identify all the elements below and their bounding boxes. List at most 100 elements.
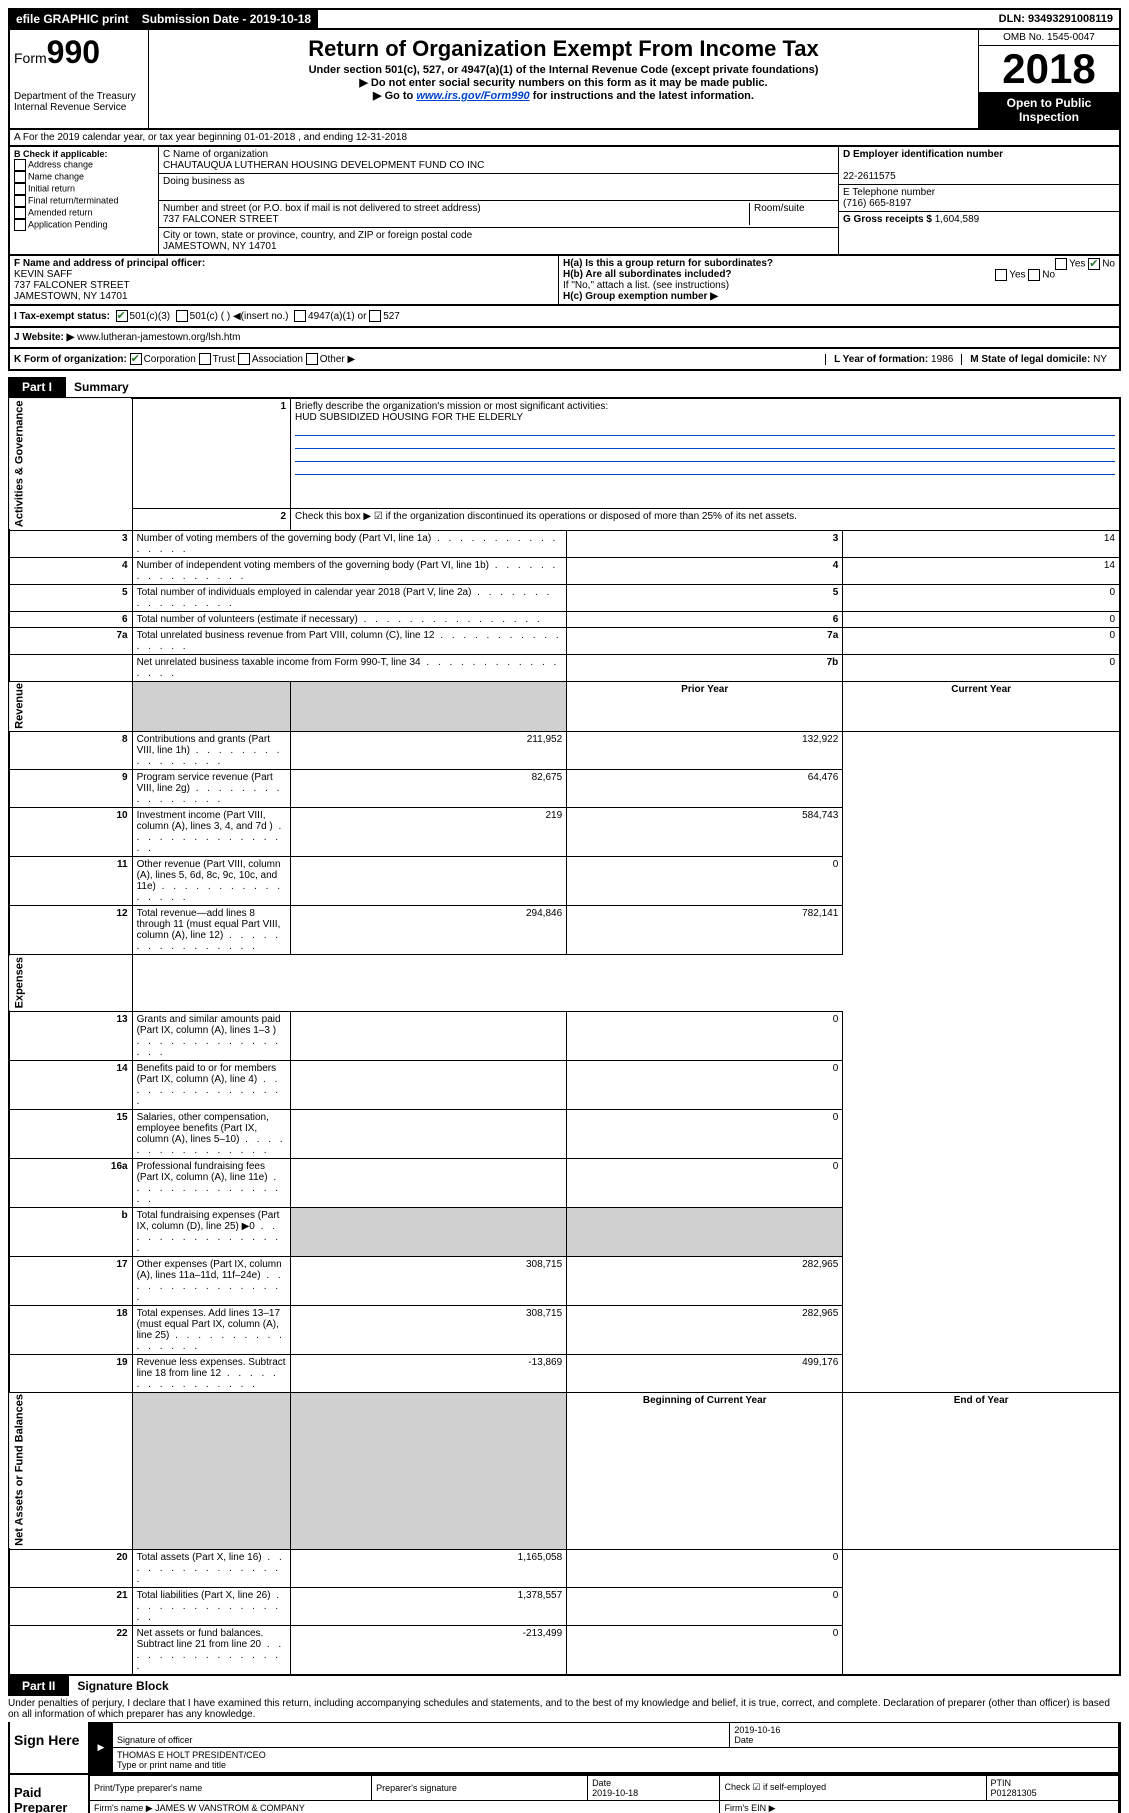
- exp-prior: 308,715: [291, 1256, 567, 1305]
- l-label: L Year of formation:: [834, 354, 928, 365]
- m-label: M State of legal domicile:: [970, 354, 1090, 365]
- ag-num: [9, 654, 132, 681]
- i-527[interactable]: [369, 310, 381, 322]
- i-4947[interactable]: [294, 310, 306, 322]
- ag-val: 0: [843, 611, 1120, 627]
- sig-name-cell: THOMAS E HOLT PRESIDENT/CEOType or print…: [113, 1747, 1119, 1772]
- exp-text: Grants and similar amounts paid (Part IX…: [132, 1011, 290, 1060]
- rev-curr: 64,476: [567, 770, 843, 808]
- k-assoc-lbl: Association: [252, 354, 303, 365]
- exp-prior: [291, 1158, 567, 1207]
- q2-num: 2: [132, 508, 290, 530]
- part2-title: Signature Block: [69, 1679, 168, 1693]
- self-employed: Check ☑ if self-employed: [720, 1775, 986, 1800]
- rev-num: 10: [9, 808, 132, 857]
- checkbox-initial[interactable]: [14, 183, 26, 195]
- irs-link[interactable]: www.irs.gov/Form990: [416, 90, 529, 102]
- col-curr: Current Year: [843, 681, 1120, 732]
- firm-name: JAMES W VANSTROM & COMPANY: [155, 1803, 305, 1813]
- hb-yes-lbl: Yes: [1009, 270, 1025, 281]
- k-assoc[interactable]: [238, 353, 250, 365]
- subtitle-1: Under section 501(c), 527, or 4947(a)(1)…: [153, 64, 974, 76]
- k-other[interactable]: [306, 353, 318, 365]
- checkbox-amended[interactable]: [14, 207, 26, 219]
- col-c-org: C Name of organization CHAUTAUQUA LUTHER…: [159, 147, 839, 254]
- firm-name-lbl: Firm's name ▶: [94, 1803, 153, 1813]
- k-corp[interactable]: [130, 353, 142, 365]
- rev-curr: 132,922: [567, 732, 843, 770]
- ag-text: Total number of volunteers (estimate if …: [132, 611, 567, 627]
- i-501c[interactable]: [176, 310, 188, 322]
- side-rev: Revenue: [9, 681, 132, 732]
- rev-prior: 294,846: [291, 906, 567, 955]
- prep-date-cell: Date2019-10-18: [588, 1775, 720, 1800]
- rev-hdr-num: [132, 681, 290, 732]
- k-trust-lbl: Trust: [213, 354, 235, 365]
- checkbox-final[interactable]: [14, 195, 26, 207]
- side-ag: Activities & Governance: [9, 398, 132, 530]
- section-a: A For the 2019 calendar year, or tax yea…: [8, 130, 1121, 147]
- officer-name: KEVIN SAFF: [14, 269, 72, 280]
- sign-here-label: Sign Here: [10, 1722, 89, 1773]
- top-bar: efile GRAPHIC print Submission Date - 20…: [8, 8, 1121, 30]
- exp-num: 17: [9, 1256, 132, 1305]
- hb-no[interactable]: [1028, 269, 1040, 281]
- exp-text: Total fundraising expenses (Part IX, col…: [132, 1207, 290, 1256]
- i-opt3: 4947(a)(1) or: [308, 311, 366, 322]
- open-public: Open to Public Inspection: [979, 92, 1119, 128]
- ha-label: H(a) Is this a group return for subordin…: [563, 258, 773, 269]
- ag-num: 6: [9, 611, 132, 627]
- form-title: Return of Organization Exempt From Incom…: [153, 36, 974, 62]
- dept-treasury: Department of the Treasury: [14, 91, 144, 102]
- col-d-ein: D Employer identification number 22-2611…: [839, 147, 1119, 254]
- city-label: City or town, state or province, country…: [163, 230, 472, 241]
- summary-table: Activities & Governance 1 Briefly descri…: [8, 397, 1121, 1676]
- exp-curr: 499,176: [567, 1354, 843, 1392]
- exp-prior: [291, 1207, 567, 1256]
- i-501c3[interactable]: [116, 310, 128, 322]
- net-text: Total assets (Part X, line 16): [132, 1549, 290, 1587]
- k-corp-lbl: Corporation: [144, 354, 196, 365]
- k-other-lbl: Other ▶: [320, 354, 355, 365]
- ag-val: 14: [843, 557, 1120, 584]
- part1-label: Part I: [8, 377, 66, 397]
- subtitle-3: ▶ Go to www.irs.gov/Form990 for instruct…: [153, 89, 974, 102]
- street-value: 737 FALCONER STREET: [163, 214, 279, 225]
- part1-header: Part I Summary: [8, 377, 1121, 397]
- opt-final: Final return/terminated: [28, 195, 119, 205]
- gross-label: G Gross receipts $: [843, 214, 932, 225]
- hb-yes[interactable]: [995, 269, 1007, 281]
- q1-text: Briefly describe the organization's miss…: [295, 401, 608, 412]
- col-prior: Prior Year: [567, 681, 843, 732]
- exp-num: 16a: [9, 1158, 132, 1207]
- checkbox-name[interactable]: [14, 171, 26, 183]
- exp-curr: 0: [567, 1158, 843, 1207]
- form-990-bold: 990: [47, 34, 100, 70]
- k-trust[interactable]: [199, 353, 211, 365]
- row-fgh: F Name and address of principal officer:…: [8, 256, 1121, 306]
- ptin-lbl: PTIN: [991, 1778, 1012, 1788]
- subtitle-2: ▶ Do not enter social security numbers o…: [153, 76, 974, 89]
- rev-curr: 782,141: [567, 906, 843, 955]
- rev-prior: 219: [291, 808, 567, 857]
- ha-yes[interactable]: [1055, 258, 1067, 270]
- opt-initial: Initial return: [28, 183, 75, 193]
- rev-text: Other revenue (Part VIII, column (A), li…: [132, 857, 290, 906]
- ag-box: 4: [567, 557, 843, 584]
- rev-num: 8: [9, 732, 132, 770]
- checkbox-address[interactable]: [14, 159, 26, 171]
- exp-curr: 282,965: [567, 1305, 843, 1354]
- ha-no[interactable]: [1088, 258, 1100, 270]
- officer-addr2: JAMESTOWN, NY 14701: [14, 291, 128, 302]
- net-text: Total liabilities (Part X, line 26): [132, 1587, 290, 1625]
- ein-value: 22-2611575: [843, 171, 896, 182]
- ag-text: Total unrelated business revenue from Pa…: [132, 627, 567, 654]
- exp-num: b: [9, 1207, 132, 1256]
- ag-val: 0: [843, 654, 1120, 681]
- irs-label: Internal Revenue Service: [14, 102, 144, 113]
- ag-num: 4: [9, 557, 132, 584]
- sig-date-lbl: Date: [734, 1735, 753, 1745]
- checkbox-pending[interactable]: [14, 219, 26, 231]
- sig-date-cell: 2019-10-16Date: [730, 1722, 1119, 1747]
- website-url: www.lutheran-jamestown.org/lsh.htm: [77, 332, 240, 343]
